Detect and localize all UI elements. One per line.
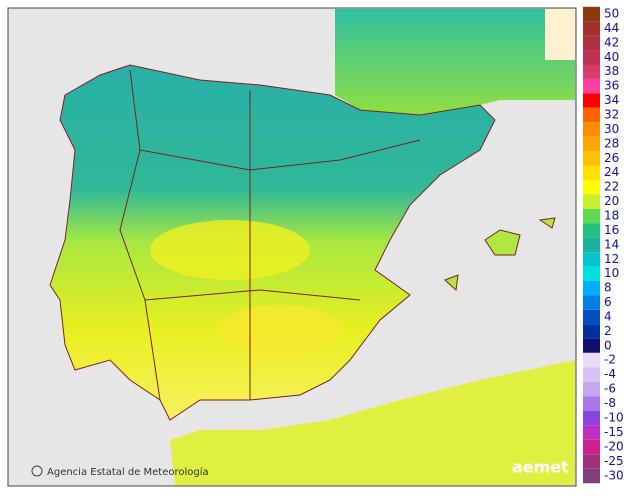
legend-label: 36 — [604, 79, 619, 93]
legend-swatch — [583, 78, 600, 94]
legend-swatch — [583, 324, 600, 339]
legend-label: 10 — [604, 266, 619, 280]
legend-label: 24 — [604, 165, 619, 179]
legend-swatch — [583, 367, 600, 382]
border — [119, 69, 161, 401]
legend-swatch — [583, 194, 600, 209]
ibiza — [444, 274, 459, 292]
legend-label: 14 — [604, 237, 619, 251]
legend-swatch — [583, 208, 600, 224]
legend-swatch — [583, 309, 600, 325]
legend-label: 4 — [604, 310, 612, 324]
africa — [170, 360, 575, 485]
legend-label: -2 — [604, 353, 616, 367]
legend-label: 50 — [604, 7, 619, 21]
legend-label: 28 — [604, 136, 619, 150]
legend-label: 0 — [604, 338, 612, 352]
legend-label: -20 — [604, 440, 624, 454]
legend-swatch — [583, 35, 600, 51]
legend-swatch — [583, 266, 600, 281]
legend-swatch — [583, 425, 600, 440]
alps — [545, 9, 575, 60]
legend-swatch — [583, 64, 600, 79]
mallorca — [484, 229, 521, 256]
legend: 5044424038363432302826242220181614121086… — [583, 7, 624, 484]
legend-label: 22 — [604, 180, 619, 194]
legend-swatch — [583, 252, 600, 267]
legend-swatch — [583, 107, 600, 123]
legend-label: 16 — [604, 223, 619, 237]
legend-label: 26 — [604, 151, 619, 165]
legend-label: 40 — [604, 50, 619, 64]
border — [139, 139, 421, 171]
legend-swatch — [583, 439, 600, 455]
legend-swatch — [583, 381, 600, 397]
legend-label: 38 — [604, 64, 619, 78]
legend-swatch — [583, 165, 600, 180]
legend-label: 12 — [604, 252, 619, 266]
legend-swatch — [583, 179, 600, 195]
legend-swatch — [583, 93, 600, 108]
legend-swatch — [583, 280, 600, 296]
legend-label: 44 — [604, 21, 619, 35]
legend-label: -15 — [604, 425, 624, 439]
legend-swatch — [583, 122, 600, 137]
legend-swatch — [583, 21, 600, 36]
legend-swatch — [583, 295, 600, 310]
legend-label: 2 — [604, 324, 612, 338]
legend-swatch — [583, 237, 600, 253]
legend-swatch — [583, 338, 600, 354]
copyright-icon — [31, 465, 43, 477]
legend-swatch — [583, 151, 600, 166]
legend-swatch — [583, 468, 600, 484]
legend-swatch — [583, 396, 600, 411]
legend-swatch — [583, 6, 600, 22]
legend-swatch — [583, 136, 600, 152]
legend-label: 18 — [604, 209, 619, 223]
logo: aemet — [512, 458, 569, 477]
legend-label: -10 — [604, 411, 624, 425]
legend-swatch — [583, 410, 600, 426]
legend-label: 32 — [604, 108, 619, 122]
legend-label: -25 — [604, 454, 624, 468]
legend-swatch — [583, 223, 600, 238]
warm-area — [150, 220, 310, 280]
legend-label: -30 — [604, 469, 624, 483]
legend-swatch — [583, 352, 600, 368]
france — [335, 9, 575, 115]
border — [144, 289, 361, 301]
legend-label: -6 — [604, 382, 616, 396]
legend-label: -4 — [604, 367, 616, 381]
legend-label: 34 — [604, 93, 619, 107]
legend-swatch — [583, 50, 600, 65]
legend-label: 20 — [604, 194, 619, 208]
legend-label: 8 — [604, 281, 612, 295]
legend-label: 6 — [604, 295, 612, 309]
legend-label: -8 — [604, 396, 616, 410]
legend-swatch — [583, 454, 600, 469]
legend-label: 42 — [604, 35, 619, 49]
menorca — [538, 217, 556, 229]
attribution: Agencia Estatal de Meteorología — [47, 466, 209, 478]
legend-label: 30 — [604, 122, 619, 136]
warm-area — [220, 305, 340, 355]
